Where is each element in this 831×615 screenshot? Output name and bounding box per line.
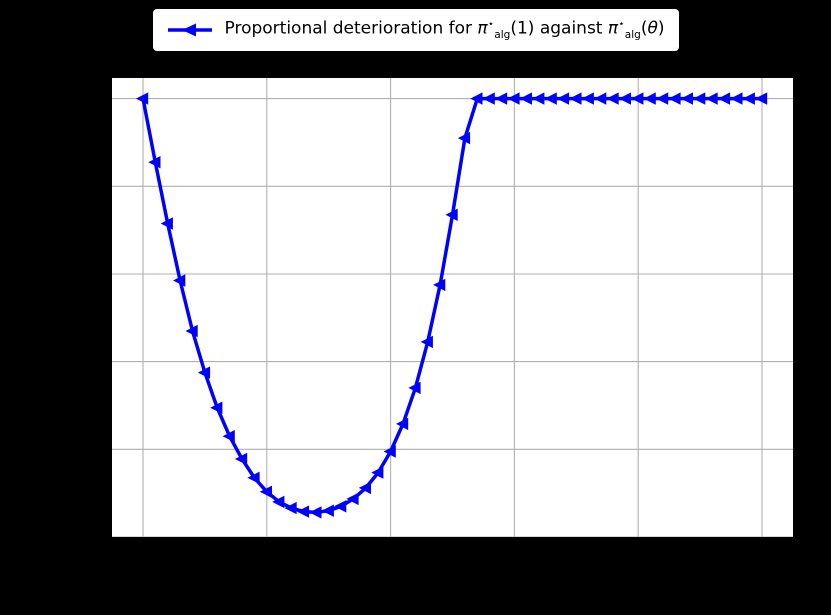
legend-theta-symbol: θ	[647, 18, 658, 39]
left-triangle-marker	[742, 92, 755, 105]
left-triangle-marker	[668, 92, 681, 105]
left-triangle-marker	[160, 217, 173, 230]
legend-open-paren: (	[640, 18, 648, 39]
left-triangle-marker	[656, 92, 669, 105]
left-triangle-marker	[222, 430, 235, 443]
left-triangle-marker	[259, 485, 272, 498]
legend-star-superscript: ⋆	[487, 18, 495, 30]
left-triangle-marker	[408, 381, 421, 395]
left-triangle-marker	[247, 471, 260, 484]
plot-background	[112, 78, 793, 537]
left-triangle-marker	[507, 92, 520, 105]
left-triangle-marker	[420, 335, 433, 349]
left-triangle-marker	[321, 504, 334, 517]
left-triangle-marker	[433, 278, 446, 292]
left-triangle-marker	[173, 274, 186, 287]
left-triangle-marker	[680, 92, 693, 105]
left-triangle-marker	[631, 92, 644, 105]
series-markers	[136, 92, 768, 519]
left-triangle-marker	[705, 92, 718, 105]
left-triangle-marker	[136, 92, 149, 105]
left-triangle-marker	[569, 92, 582, 105]
grid	[112, 78, 793, 537]
legend-alg-subscript: alg	[494, 29, 511, 42]
left-triangle-marker	[618, 92, 631, 105]
left-triangle-marker	[755, 92, 768, 105]
left-triangle-marker	[470, 92, 483, 105]
left-triangle-marker	[383, 445, 396, 458]
left-triangle-marker	[606, 92, 619, 105]
left-triangle-marker	[235, 452, 248, 466]
left-triangle-marker	[532, 92, 545, 105]
left-triangle-marker	[210, 401, 223, 414]
legend-pi-symbol: π	[477, 18, 488, 39]
left-triangle-marker	[346, 492, 359, 506]
plot-svg	[112, 78, 793, 537]
legend-arg-one: (1)	[510, 18, 535, 39]
left-triangle-marker	[309, 506, 322, 519]
left-triangle-marker	[396, 417, 409, 431]
left-triangle-marker	[495, 92, 508, 105]
left-triangle-marker	[519, 92, 532, 105]
legend-line-marker-icon	[167, 23, 212, 37]
left-triangle-marker	[482, 92, 495, 105]
legend-label: Proportional deterioration for π⋆alg(1) …	[225, 18, 665, 42]
left-triangle-marker	[556, 92, 570, 105]
legend: Proportional deterioration for π⋆alg(1) …	[151, 8, 680, 52]
left-triangle-marker	[148, 156, 161, 169]
left-triangle-marker	[594, 92, 607, 105]
left-triangle-marker	[334, 500, 347, 513]
legend-star-superscript: ⋆	[618, 18, 625, 30]
left-triangle-marker	[717, 92, 731, 105]
left-triangle-marker	[296, 505, 310, 518]
left-triangle-marker	[371, 466, 384, 479]
legend-left-triangle-icon	[181, 23, 196, 37]
left-triangle-marker	[544, 92, 557, 105]
left-triangle-marker	[581, 92, 594, 105]
left-triangle-marker	[358, 481, 371, 495]
left-triangle-marker	[457, 131, 471, 145]
left-triangle-marker	[693, 92, 706, 105]
left-triangle-marker	[185, 324, 198, 338]
legend-text-against: against	[534, 18, 608, 39]
left-triangle-marker	[272, 495, 285, 509]
left-triangle-marker	[284, 501, 297, 515]
left-triangle-marker	[445, 208, 458, 221]
left-triangle-marker	[730, 92, 743, 105]
legend-alg-subscript: alg	[624, 29, 641, 42]
legend-close-paren: )	[657, 18, 665, 39]
legend-pi-symbol: π	[607, 18, 619, 39]
left-triangle-marker	[197, 366, 211, 379]
legend-text-prefix: Proportional deterioration for	[224, 18, 478, 39]
plot-area	[112, 78, 793, 537]
left-triangle-marker	[643, 92, 656, 105]
